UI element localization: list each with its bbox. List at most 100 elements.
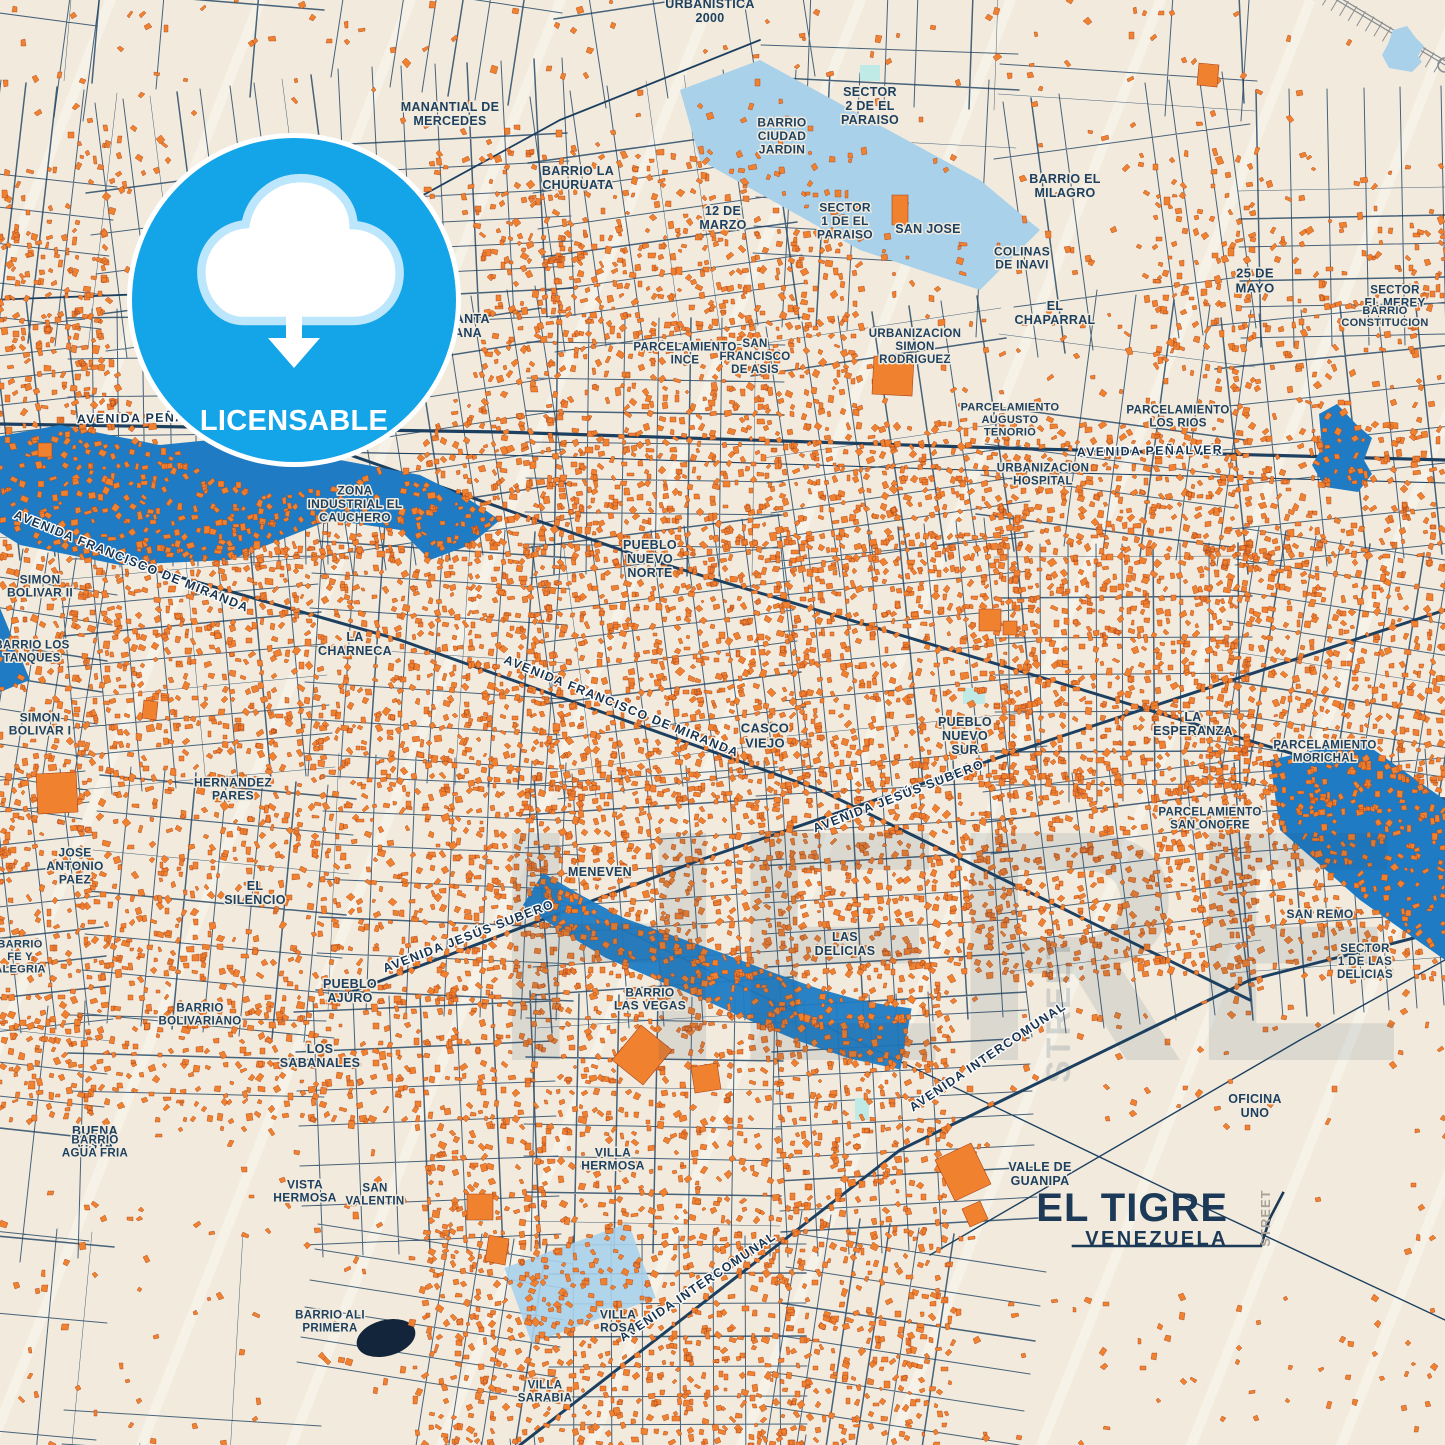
svg-text:ALEGRIA: ALEGRIA [0,963,46,975]
svg-text:PARES: PARES [212,789,254,803]
svg-text:PUEBLO: PUEBLO [323,977,377,991]
svg-text:PARCELAMIENTO: PARCELAMIENTO [961,402,1060,414]
svg-text:SUR: SUR [951,743,978,757]
svg-text:URBANISTICA: URBANISTICA [665,0,754,11]
svg-text:URBANIZACION: URBANIZACION [869,328,961,340]
svg-text:25 DE: 25 DE [1236,266,1274,281]
svg-text:BARRIO: BARRIO [625,985,674,999]
svg-text:JARDIN: JARDIN [759,142,805,156]
svg-text:EL TIGRE: EL TIGRE [1036,1186,1228,1230]
svg-text:HERNANDEZ: HERNANDEZ [194,775,272,789]
svg-text:TENORIO: TENORIO [984,426,1036,438]
svg-text:SIMON: SIMON [895,341,934,353]
svg-text:2000: 2000 [695,11,724,25]
svg-text:PARAISO: PARAISO [817,227,873,241]
svg-text:LICENSABLE: LICENSABLE [200,405,388,437]
svg-text:BARRIO LOS: BARRIO LOS [0,640,70,652]
svg-text:LOS RIOS: LOS RIOS [1149,417,1206,429]
svg-text:PARCELAMIENTO: PARCELAMIENTO [1158,807,1261,819]
svg-text:EL: EL [247,879,264,893]
svg-text:2 DE EL: 2 DE EL [845,99,894,113]
svg-text:MAYO: MAYO [1235,280,1274,295]
svg-text:SIMON: SIMON [20,572,61,586]
svg-text:SAN REMO: SAN REMO [1286,907,1353,921]
svg-text:AVENIDA PEÑALVER: AVENIDA PEÑALVER [1077,442,1224,460]
svg-text:RODRIGUEZ: RODRIGUEZ [879,354,951,366]
svg-text:PUEBLO: PUEBLO [623,538,677,552]
svg-text:PARCELAMIENTO: PARCELAMIENTO [633,342,736,354]
svg-text:LAS VEGAS: LAS VEGAS [614,999,686,1013]
svg-text:DE ASIS: DE ASIS [731,364,779,376]
svg-text:ROSA: ROSA [600,1321,636,1335]
svg-text:EL: EL [1047,299,1064,313]
svg-text:MENEVEN: MENEVEN [568,865,632,879]
svg-text:SECTOR: SECTOR [1340,943,1390,955]
svg-text:LA: LA [1184,710,1201,724]
svg-text:DE INAVI: DE INAVI [995,258,1049,272]
svg-text:ANTONIO: ANTONIO [46,859,103,873]
svg-text:VIEJO: VIEJO [745,735,785,750]
svg-text:STREET: STREET [1258,1189,1273,1246]
svg-text:SAN JOSE: SAN JOSE [895,222,961,236]
svg-text:ESPERANZA: ESPERANZA [1153,724,1233,738]
svg-text:SARABIA: SARABIA [518,1392,573,1404]
svg-text:LAS: LAS [832,930,858,944]
svg-text:INCE: INCE [671,354,700,366]
svg-text:NUEVO: NUEVO [627,552,673,566]
svg-text:SAN: SAN [362,1183,387,1195]
svg-text:AGUA FRIA: AGUA FRIA [62,1147,128,1159]
svg-text:SAN ONOFRE: SAN ONOFRE [1170,819,1250,831]
svg-text:CONSTITUCION: CONSTITUCION [1341,317,1428,329]
svg-text:LOS: LOS [307,1042,334,1056]
svg-text:NUEVO: NUEVO [942,729,988,743]
svg-text:BARRIO LA: BARRIO LA [542,164,614,178]
svg-text:BARRIO: BARRIO [757,116,806,130]
svg-text:BARRIO EL: BARRIO EL [1029,172,1101,186]
svg-text:MORICHAL: MORICHAL [1293,752,1357,764]
svg-text:HOSPITAL: HOSPITAL [1013,475,1073,487]
svg-text:AJURO: AJURO [327,991,372,1005]
svg-text:UNO: UNO [1241,1106,1270,1120]
svg-text:1 DE LAS: 1 DE LAS [1338,956,1392,968]
svg-text:SABANALES: SABANALES [280,1056,360,1070]
svg-text:PARCELAMIENTO: PARCELAMIENTO [1126,405,1229,417]
svg-text:12 DE: 12 DE [705,204,741,218]
svg-text:SECTOR: SECTOR [1370,285,1420,297]
svg-text:NORTE: NORTE [627,566,672,580]
svg-text:VILLA: VILLA [595,1145,631,1159]
svg-text:BARRIO: BARRIO [0,939,43,951]
svg-text:ZONA: ZONA [337,484,372,498]
svg-text:MANANTIAL DE: MANANTIAL DE [401,100,500,114]
svg-text:CHARNECA: CHARNECA [318,644,392,658]
svg-text:BARRIO: BARRIO [176,1003,223,1015]
svg-text:FE Y: FE Y [7,951,33,963]
svg-text:BARRIO ALI: BARRIO ALI [295,1310,365,1322]
svg-text:SECTOR: SECTOR [843,85,897,99]
svg-text:BOLIVAR II: BOLIVAR II [7,586,73,600]
svg-text:CIUDAD: CIUDAD [758,129,806,143]
svg-text:VALLE DE: VALLE DE [1008,1160,1071,1174]
svg-text:OFICINA: OFICINA [1228,1092,1282,1106]
svg-text:LA: LA [346,630,363,644]
svg-text:CHAPARRAL: CHAPARRAL [1015,313,1096,327]
svg-text:VILLA: VILLA [528,1380,563,1392]
svg-text:DELICIAS: DELICIAS [1337,969,1393,981]
svg-text:PAEZ: PAEZ [59,872,91,886]
svg-text:HERMOSA: HERMOSA [581,1159,644,1173]
svg-text:AUGUSTO: AUGUSTO [982,414,1039,426]
svg-text:BOLIVAR I: BOLIVAR I [9,724,71,738]
svg-text:COLINAS: COLINAS [994,244,1050,258]
svg-text:HERMOSA: HERMOSA [273,1191,336,1205]
svg-text:DELICIAS: DELICIAS [815,944,876,958]
svg-text:MARZO: MARZO [699,218,746,232]
svg-text:SILENCIO: SILENCIO [224,893,285,907]
svg-text:CASCO: CASCO [741,721,789,736]
svg-text:JOSE: JOSE [58,846,91,860]
svg-text:SIMON: SIMON [20,710,61,724]
svg-text:URBANIZACION: URBANIZACION [997,463,1089,475]
svg-text:PUEBLO: PUEBLO [938,715,992,729]
svg-text:CAUCHERO: CAUCHERO [319,510,391,524]
svg-text:CHURUATA: CHURUATA [542,178,613,192]
svg-text:VILLA: VILLA [600,1307,636,1321]
svg-text:PARCELAMIENTO: PARCELAMIENTO [1273,740,1376,752]
